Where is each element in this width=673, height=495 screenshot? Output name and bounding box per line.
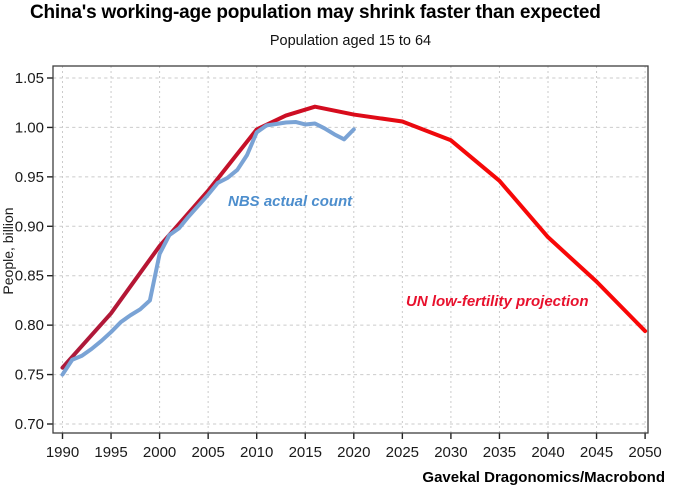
y-axis-label: People, billion [0, 207, 16, 294]
annotation-nbs-actual-count: NBS actual count [228, 193, 353, 210]
x-tick-label: 2005 [191, 444, 224, 461]
x-tick-label: 2025 [386, 444, 419, 461]
x-tick-label: 2000 [143, 444, 176, 461]
x-tick-label: 1995 [94, 444, 127, 461]
x-tick-label: 1990 [46, 444, 79, 461]
x-tick-label: 2030 [434, 444, 467, 461]
x-tick-label: 2050 [628, 444, 661, 461]
y-tick-label: 0.75 [15, 367, 44, 384]
y-tick-label: 0.85 [15, 268, 44, 285]
annotation-un-low-fertility-projection: UN low-fertility projection [406, 293, 589, 310]
chart-subtitle: Population aged 15 to 64 [269, 33, 432, 49]
x-tick-label: 2010 [240, 444, 273, 461]
y-tick-label: 0.90 [15, 218, 44, 235]
x-tick-label: 2020 [337, 444, 370, 461]
plot-border [52, 65, 649, 434]
y-tick-label: 1.00 [15, 119, 44, 136]
x-tick-label: 2040 [531, 444, 564, 461]
y-tick-label: 0.70 [15, 416, 44, 433]
chart-title: China's working-age population may shrin… [30, 2, 601, 23]
x-tick-label: 2045 [580, 444, 613, 461]
nbs-actual-line [60, 119, 356, 377]
source-credit: Gavekal Dragonomics/Macrobond [422, 469, 665, 486]
y-tick-label: 0.95 [15, 169, 44, 186]
y-tick-label: 1.05 [15, 70, 44, 87]
x-tick-label: 2015 [289, 444, 322, 461]
y-tick-label: 0.80 [15, 317, 44, 334]
x-tick-label: 2035 [483, 444, 516, 461]
